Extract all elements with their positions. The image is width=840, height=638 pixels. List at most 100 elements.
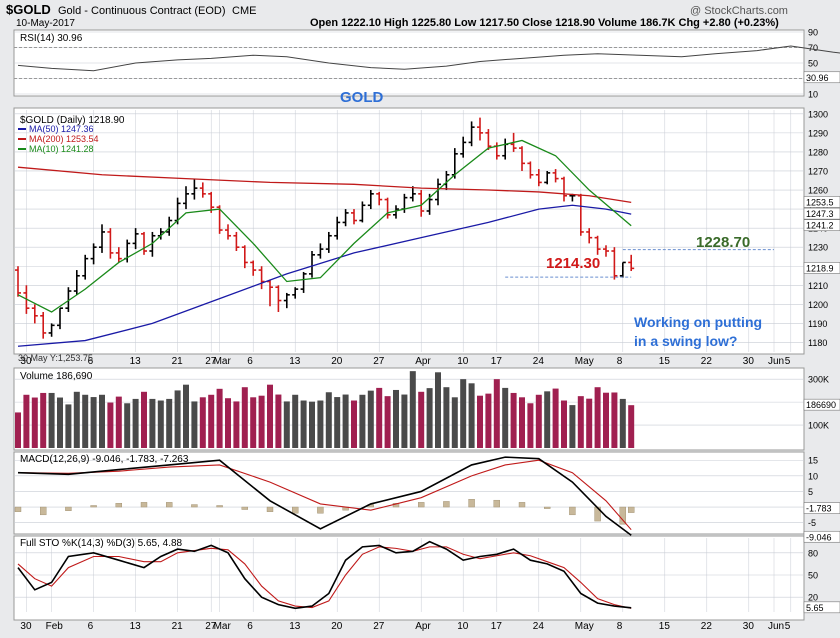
price-current-label: 1247.3 xyxy=(806,209,834,219)
volume-bar xyxy=(544,391,551,448)
volume-bar xyxy=(149,398,156,448)
price-x-tick-label: 22 xyxy=(701,356,713,367)
price-tick-label: 1230 xyxy=(808,243,828,253)
volume-title: Volume 186,690 xyxy=(20,371,93,382)
stochastic-x-tick-label: 15 xyxy=(659,621,671,632)
volume-bar xyxy=(409,371,416,448)
macd-histogram-bar xyxy=(241,506,249,510)
price-current-label: 1253.5 xyxy=(806,197,834,207)
stochastic-x-tick-label: 20 xyxy=(331,621,343,632)
macd-signal-line xyxy=(17,459,632,531)
stochastic-x-tick-label: May xyxy=(575,621,594,632)
stochastic-title: Full STO %K(14,3) %D(3) 5.65, 4.88 xyxy=(20,538,183,549)
macd-histogram-bar xyxy=(418,502,425,508)
price-x-tick-label: 24 xyxy=(533,356,545,367)
stochastic-current-label: 5.65 xyxy=(806,603,824,613)
rsi-title: RSI(14) 30.96 xyxy=(20,33,83,44)
volume-bar xyxy=(552,388,559,448)
macd-histogram-bar xyxy=(40,506,47,516)
stochastic-x-tick-label: 10 xyxy=(457,621,469,632)
price-x-tick-label: May xyxy=(575,356,594,367)
macd-current-label: -9.046 xyxy=(806,532,832,542)
date-label: 10-May-2017 xyxy=(16,18,75,29)
x-axis-note: 30 May Y:1,253.75 xyxy=(18,353,93,363)
volume-bar xyxy=(443,387,450,448)
volume-bar xyxy=(628,405,635,448)
price-tick-label: 1300 xyxy=(808,109,828,119)
volume-bar xyxy=(258,395,265,448)
macd-histogram-bar xyxy=(518,502,526,508)
volume-bar xyxy=(65,404,72,448)
volume-bar xyxy=(435,372,441,448)
volume-bar xyxy=(99,394,105,448)
stochastic-x-tick-label: 27 xyxy=(205,621,217,632)
annotation-support: 1214.30 xyxy=(546,255,600,272)
price-current-label-box xyxy=(803,219,840,232)
price-x-tick-label: 27 xyxy=(205,356,217,367)
volume-panel xyxy=(13,367,805,451)
macd-histogram-bar xyxy=(628,506,635,513)
chart-layers: 907050301030.961300129012801270126012501… xyxy=(14,28,840,632)
ma200-line xyxy=(17,166,632,203)
volume-bar xyxy=(166,398,173,448)
macd-current-label: -1.783 xyxy=(806,504,832,514)
watermark: @ StockCharts.com xyxy=(690,5,788,17)
volume-bar xyxy=(48,392,55,448)
rsi-tick-label: 10 xyxy=(808,90,818,100)
price-x-tick-label: 20 xyxy=(331,356,343,367)
annotation-resistance: 1228.70 xyxy=(696,234,750,251)
ma10-line xyxy=(17,139,632,313)
price-x-tick-label: 17 xyxy=(491,356,503,367)
stochastic-x-tick-label: 17 xyxy=(491,621,503,632)
volume-bar xyxy=(384,396,391,448)
price-current-label-box xyxy=(803,262,840,274)
rsi-tick-label: 70 xyxy=(808,43,818,53)
volume-bar xyxy=(292,394,299,448)
macd-histogram-bar xyxy=(468,499,475,508)
macd-title: MACD(12,26,9) -9.046, -1.783, -7.263 xyxy=(20,454,189,465)
stochastic-x-tick-label: 21 xyxy=(172,621,184,632)
stochastic-x-tick-label: 6 xyxy=(88,621,94,632)
volume-bar xyxy=(317,400,324,448)
macd-histogram-bar xyxy=(317,506,324,514)
volume-bar xyxy=(519,397,525,448)
volume-bar xyxy=(460,379,467,448)
price-x-tick-label: 21 xyxy=(172,356,184,367)
macd-histogram-bar xyxy=(493,499,500,508)
macd-histogram-bar xyxy=(619,506,626,525)
volume-bar xyxy=(191,401,198,448)
volume-bar xyxy=(225,398,231,448)
volume-bar xyxy=(107,402,114,448)
macd-histogram-bar xyxy=(191,504,198,508)
volume-bar xyxy=(132,398,139,448)
volume-bar xyxy=(40,392,47,448)
macd-tick-label: -5 xyxy=(808,518,816,528)
rsi-line xyxy=(17,45,840,72)
volume-bar xyxy=(241,387,248,448)
exchange-label: CME xyxy=(232,5,256,17)
volume-bar xyxy=(90,397,97,448)
stochastic-tick-label: 80 xyxy=(808,548,818,558)
price-x-tick-label: 30 xyxy=(743,356,755,367)
price-tick-label: 1190 xyxy=(808,319,827,329)
volume-bar xyxy=(267,384,273,448)
volume-tick-label: 100K xyxy=(808,421,829,431)
volume-bar xyxy=(334,397,341,448)
stochastic-x-tick-label: 22 xyxy=(701,621,713,632)
price-x-tick-label: 27 xyxy=(373,356,385,367)
macd-histogram-bar xyxy=(14,506,22,512)
stochastic-tick-label: 50 xyxy=(808,571,818,581)
stochastic-x-tick-label: 13 xyxy=(289,621,301,632)
volume-bar xyxy=(325,392,332,448)
volume-bar xyxy=(359,394,366,448)
stochastic-x-tick-label: 27 xyxy=(373,621,385,632)
ohlc-summary: Open 1222.10 High 1225.80 Low 1217.50 Cl… xyxy=(310,17,779,29)
stochastic-d-line xyxy=(17,546,632,609)
volume-bar xyxy=(174,390,181,448)
price-tick-label: 1280 xyxy=(808,147,828,157)
volume-bar xyxy=(611,392,618,448)
volume-bar xyxy=(493,379,500,448)
volume-bar xyxy=(603,392,609,448)
